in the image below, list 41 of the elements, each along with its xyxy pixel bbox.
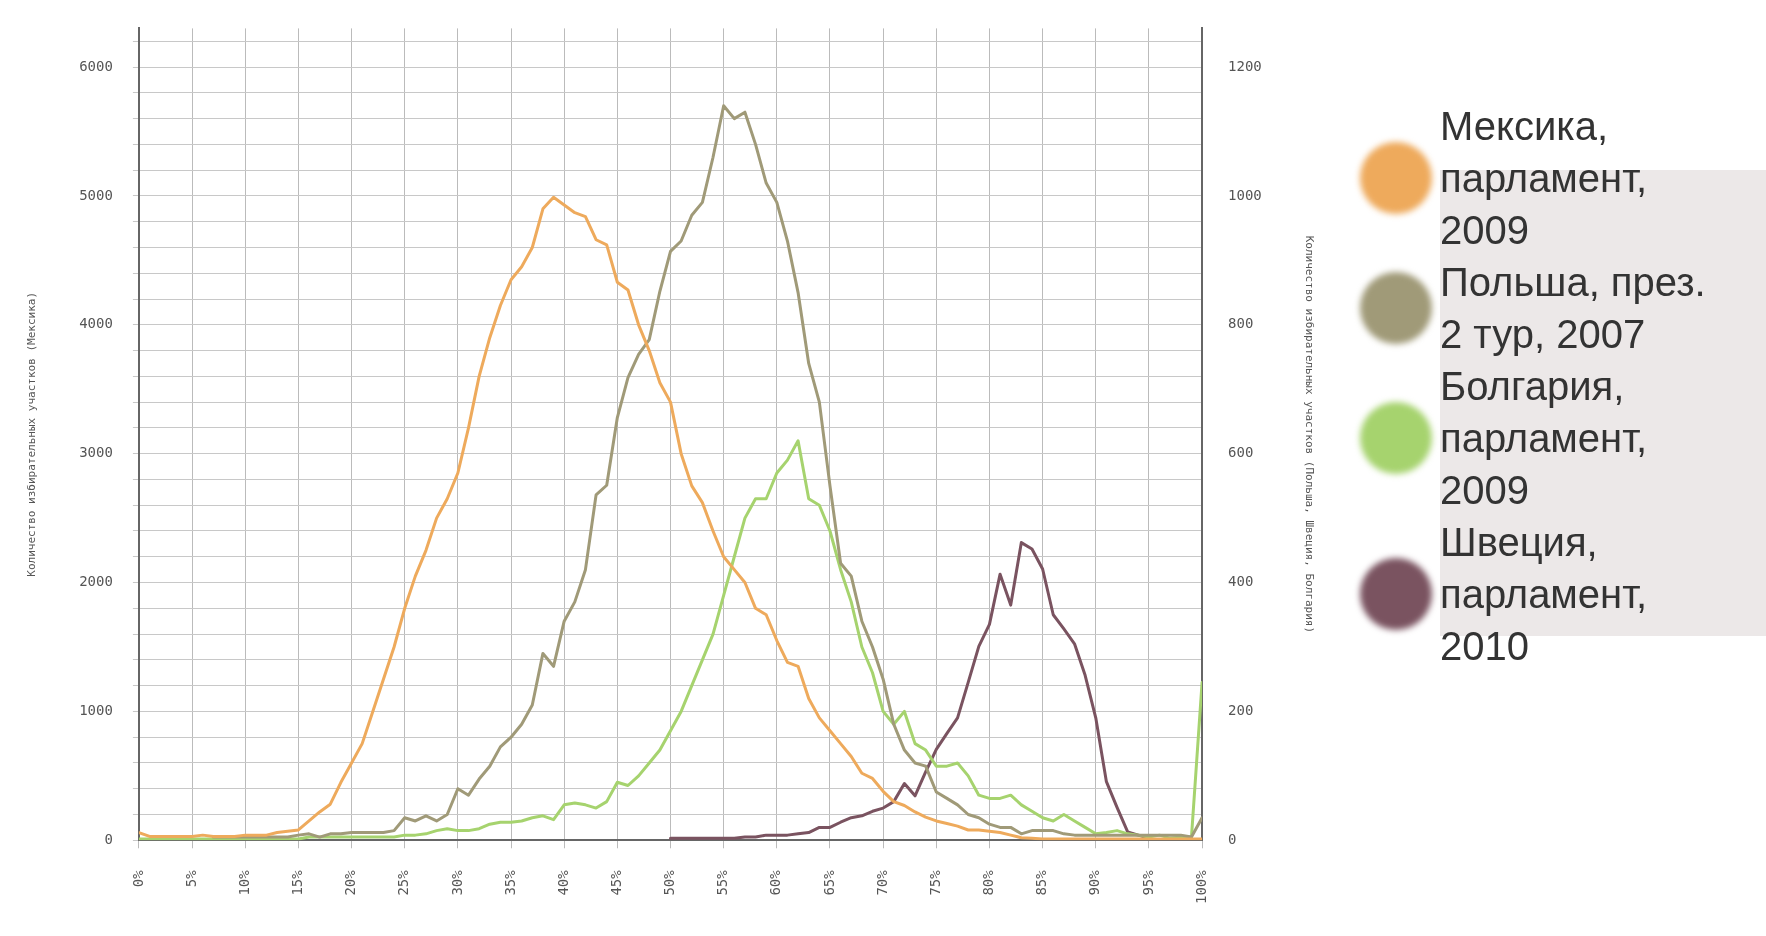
y-tick-label: 1000 bbox=[79, 702, 113, 719]
legend-label: Швеция, парламент, 2010 bbox=[1440, 519, 1649, 670]
x-tick-label: 80% bbox=[980, 869, 997, 896]
legend-label: Польша, през. 2 тур, 2007 bbox=[1440, 259, 1707, 358]
x-tick-label: 75% bbox=[926, 869, 943, 896]
x-tick-label: 0% bbox=[129, 869, 146, 888]
y-tick-label: 5000 bbox=[79, 186, 113, 203]
y-tick-label: 0 bbox=[104, 830, 113, 847]
y2-tick-label: 600 bbox=[1228, 444, 1254, 461]
x-tick-label: 60% bbox=[767, 869, 784, 896]
x-tick-label: 50% bbox=[661, 869, 678, 896]
x-tick-label: 65% bbox=[820, 869, 837, 896]
x-tick-label: 100% bbox=[1192, 869, 1209, 904]
y-tick-label: 6000 bbox=[79, 57, 113, 74]
x-tick-label: 90% bbox=[1086, 869, 1103, 896]
legend-label: Мексика, парламент, 2009 bbox=[1440, 103, 1649, 254]
legend-label: Болгария, парламент, 2009 bbox=[1440, 363, 1649, 514]
x-tick-label: 25% bbox=[395, 869, 412, 896]
x-tick-label: 10% bbox=[235, 869, 252, 896]
x-tick-label: 15% bbox=[289, 869, 306, 896]
y-axis-title: Количество избирательных участков (Мексика) bbox=[25, 291, 39, 577]
x-tick-label: 70% bbox=[873, 869, 890, 896]
y2-tick-label: 0 bbox=[1228, 830, 1237, 847]
y2-tick-label: 1000 bbox=[1228, 186, 1262, 203]
x-tick-label: 30% bbox=[448, 869, 465, 896]
x-tick-label: 45% bbox=[607, 869, 624, 896]
x-tick-label: 40% bbox=[554, 869, 571, 896]
x-tick-label: 85% bbox=[1033, 869, 1050, 896]
y-tick-label: 3000 bbox=[79, 444, 113, 461]
y-tick-label: 4000 bbox=[79, 315, 113, 332]
x-tick-label: 5% bbox=[182, 869, 199, 888]
x-tick-label: 35% bbox=[501, 869, 518, 896]
x-tick-label: 95% bbox=[1139, 869, 1156, 896]
y2-axis-title: Количество избирательных участков (Польша, Швеция, Болгария) bbox=[1302, 235, 1316, 634]
y2-tick-label: 800 bbox=[1228, 315, 1254, 332]
y-tick-label: 2000 bbox=[79, 573, 113, 590]
y2-tick-label: 200 bbox=[1228, 702, 1254, 719]
y2-tick-label: 400 bbox=[1228, 573, 1254, 590]
x-tick-label: 55% bbox=[714, 869, 731, 896]
y2-tick-label: 1200 bbox=[1228, 57, 1262, 74]
x-tick-label: 20% bbox=[342, 869, 359, 896]
